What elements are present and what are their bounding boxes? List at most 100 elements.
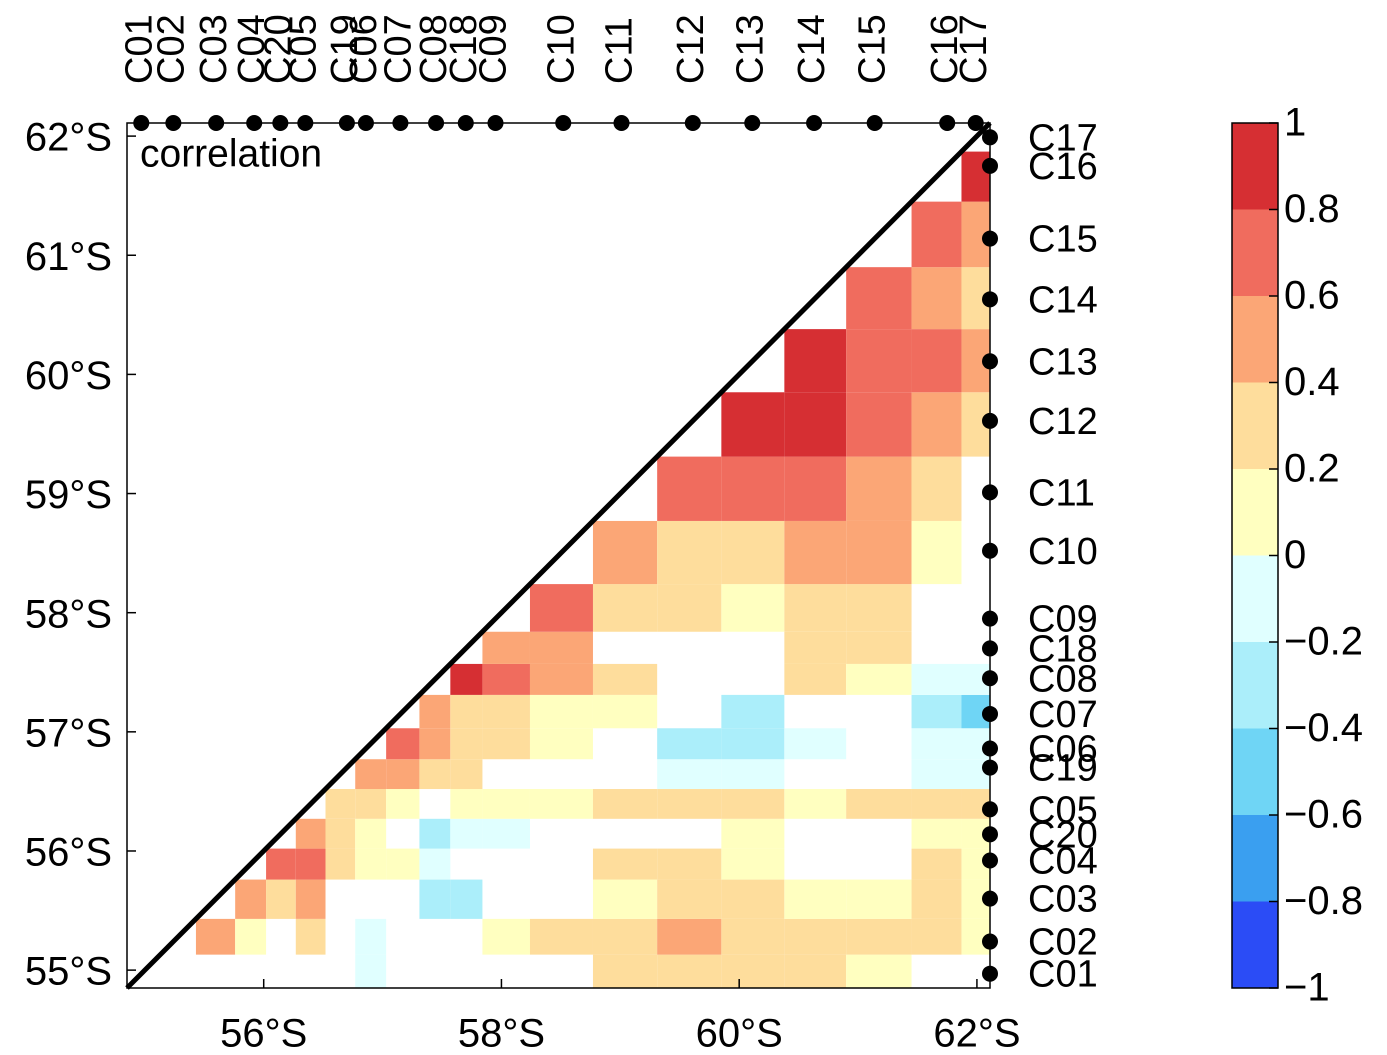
colorbar-bin: [1232, 123, 1278, 210]
heat-cell: [450, 663, 483, 695]
heat-cell: [721, 954, 785, 988]
heat-cell: [592, 520, 658, 585]
heat-cell: [355, 789, 387, 819]
station-label-top: C09: [473, 14, 515, 84]
heat-cell: [419, 759, 451, 790]
station-dot-right: [982, 230, 998, 247]
station-dot-right: [982, 484, 998, 501]
station-label-right: C01: [1028, 954, 1098, 996]
station-dot-right: [982, 291, 998, 308]
heat-cell: [657, 584, 722, 632]
colorbar-tick-label: 0.2: [1284, 447, 1340, 491]
heat-cell: [846, 789, 912, 819]
station-dot-top: [967, 115, 984, 131]
heat-cell: [846, 918, 912, 955]
station-label-right: C16: [1028, 146, 1098, 188]
heat-cell: [911, 728, 962, 760]
y-tick-label: 62°S: [25, 116, 112, 160]
station-dot-top: [133, 115, 150, 131]
heat-cell: [657, 728, 722, 760]
station-dot-top: [939, 115, 956, 131]
station-dot-top: [392, 115, 409, 131]
heat-cell: [266, 848, 296, 880]
heat-cell: [386, 759, 420, 790]
heat-cell: [721, 694, 785, 729]
station-dot-right: [982, 933, 998, 950]
station-label-right: C18: [1028, 628, 1098, 670]
heat-cell: [784, 631, 847, 664]
station-label-right: C13: [1028, 341, 1098, 383]
annotation: correlation: [140, 132, 322, 175]
station-label-right: C04: [1028, 841, 1098, 883]
heat-cell: [450, 759, 483, 790]
station-label-top: C16: [924, 14, 966, 84]
heat-cell: [529, 584, 593, 632]
heat-cell: [355, 848, 387, 880]
heat-cell: [235, 918, 267, 955]
heat-cell: [592, 789, 658, 819]
heat-cell: [721, 759, 785, 790]
station-label-right: C19: [1028, 748, 1098, 790]
colorbar-tick-label: −0.2: [1284, 620, 1363, 664]
station-label-top: C19: [324, 14, 366, 84]
heat-cell: [482, 918, 530, 955]
y-tick-label: 60°S: [25, 354, 112, 398]
heat-cell: [846, 520, 912, 585]
heat-cell: [419, 728, 451, 760]
station-dot-right: [982, 705, 998, 722]
station-dot-top: [744, 115, 761, 131]
heat-cell: [482, 663, 530, 695]
station-label-top: C01: [118, 14, 160, 84]
station-dot-right: [982, 412, 998, 429]
heat-cell: [721, 879, 785, 919]
heat-cell: [784, 789, 847, 819]
y-tick-label: 55°S: [25, 950, 112, 994]
heat-cell: [592, 663, 658, 695]
station-label-top: C11: [599, 17, 641, 84]
heat-cell: [386, 848, 420, 880]
heat-cell: [355, 954, 387, 988]
heat-cell: [355, 918, 387, 955]
station-label-top: C05: [282, 14, 324, 84]
heat-cell: [386, 789, 420, 819]
heat-cell: [482, 631, 530, 664]
y-tick-label: 56°S: [25, 831, 112, 875]
heat-cell: [784, 392, 847, 457]
heat-cell: [911, 818, 962, 849]
heat-cell: [235, 879, 267, 919]
station-dot-right: [982, 157, 998, 174]
heat-cell: [529, 918, 593, 955]
x-tick-label: 56°S: [220, 1012, 307, 1055]
station-label-top: C04: [231, 14, 273, 84]
heat-cell: [911, 267, 962, 330]
heat-cell: [592, 694, 658, 729]
colorbar-bin: [1232, 555, 1278, 642]
station-label-top: C15: [852, 14, 894, 84]
heat-cell: [482, 789, 530, 819]
colorbar-tick-label: 0.6: [1284, 274, 1340, 318]
heat-cell: [721, 728, 785, 760]
x-tick-label: 60°S: [696, 1012, 783, 1055]
station-dot-top: [208, 115, 225, 131]
heat-cell: [355, 818, 387, 849]
station-dot-right: [982, 542, 998, 559]
station-label-right: C07: [1028, 694, 1098, 736]
heat-cell: [482, 818, 530, 849]
station-label-right: C20: [1028, 814, 1098, 856]
station-dot-top: [272, 115, 289, 131]
colorbar-bin: [1232, 642, 1278, 729]
heat-cell: [784, 918, 847, 955]
station-dot-top: [246, 115, 263, 131]
colorbar-tick-label: 0: [1284, 533, 1306, 577]
heat-cell: [784, 954, 847, 988]
station-label-top: C02: [150, 14, 192, 84]
heat-cell: [419, 879, 451, 919]
heat-cell: [592, 584, 658, 632]
station-label-top: C20: [257, 14, 299, 84]
station-label-right: C17: [1028, 117, 1098, 159]
station-dot-top: [457, 115, 474, 131]
station-label-top: C06: [343, 14, 385, 84]
heat-cell: [846, 392, 912, 457]
heat-cell: [419, 694, 451, 729]
heat-cell: [529, 694, 593, 729]
